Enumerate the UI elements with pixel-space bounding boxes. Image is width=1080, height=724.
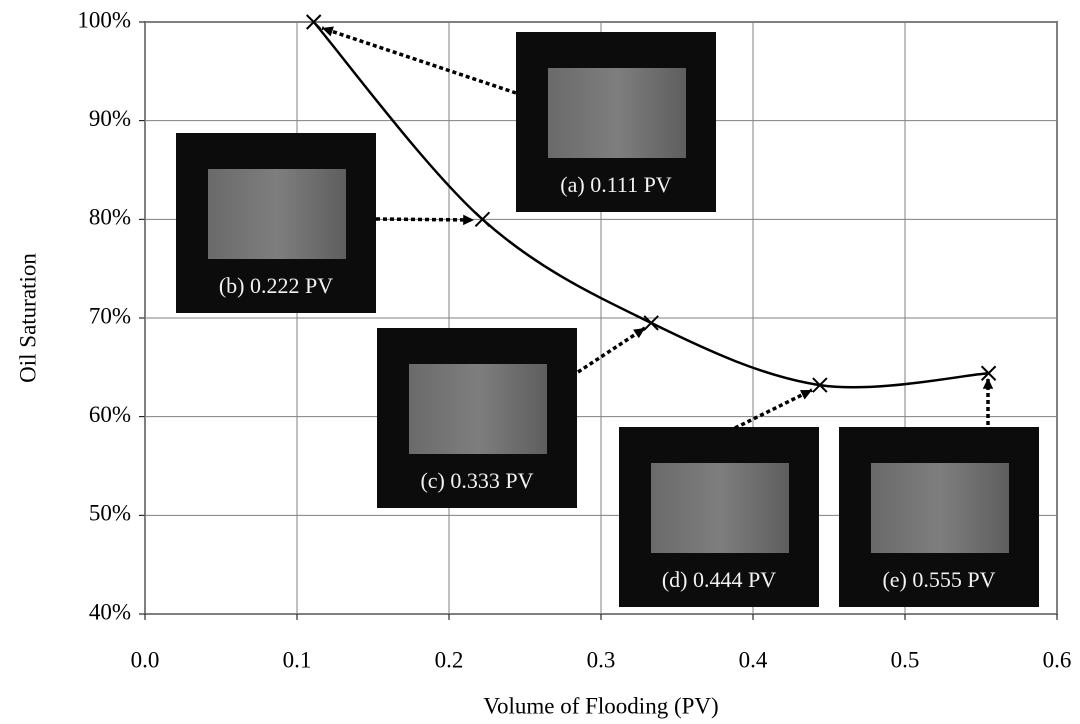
inset-image bbox=[208, 169, 346, 259]
x-tick-label: 0.0 bbox=[131, 647, 160, 672]
y-tick-label: 60% bbox=[89, 402, 131, 427]
arrow-line bbox=[375, 217, 475, 222]
arrow-head bbox=[322, 26, 334, 37]
inset-label: (c) 0.333 PV bbox=[420, 468, 533, 493]
arrow-head bbox=[633, 328, 645, 339]
point-marker bbox=[980, 365, 997, 381]
point-marker bbox=[474, 211, 491, 228]
inset-label: (a) 0.111 PV bbox=[560, 172, 672, 197]
arrow-head bbox=[800, 390, 812, 400]
x-tick-label: 0.6 bbox=[1043, 647, 1072, 672]
x-axis-title: Volume of Flooding (PV) bbox=[483, 693, 718, 718]
inset-image bbox=[651, 463, 789, 553]
y-tick-label: 40% bbox=[89, 599, 131, 624]
inset-label: (e) 0.555 PV bbox=[882, 567, 995, 592]
point-marker bbox=[643, 315, 659, 331]
arrow-line bbox=[577, 326, 646, 374]
y-axis-title: Oil Saturation bbox=[15, 253, 40, 383]
point-marker bbox=[306, 14, 322, 30]
inset-image bbox=[871, 463, 1009, 553]
arrow-line bbox=[734, 388, 813, 430]
series-line bbox=[312, 21, 989, 389]
x-tick-label: 0.2 bbox=[435, 647, 464, 672]
x-tick-label: 0.1 bbox=[283, 647, 312, 672]
arrow-head bbox=[982, 378, 994, 389]
inset-label: (b) 0.222 PV bbox=[219, 273, 333, 298]
inset-image bbox=[548, 68, 686, 158]
y-tick-label: 80% bbox=[89, 205, 131, 230]
x-tick-label: 0.3 bbox=[587, 647, 616, 672]
y-tick-label: 70% bbox=[89, 303, 131, 328]
x-tick-label: 0.5 bbox=[891, 647, 920, 672]
arrow-line bbox=[321, 26, 517, 95]
y-tick-label: 100% bbox=[77, 7, 131, 32]
arrow-head bbox=[463, 214, 474, 226]
inset-image bbox=[409, 364, 547, 454]
y-tick-label: 90% bbox=[89, 106, 131, 131]
inset-label: (d) 0.444 PV bbox=[662, 567, 776, 592]
x-tick-label: 0.4 bbox=[739, 647, 768, 672]
point-marker bbox=[812, 377, 828, 393]
y-tick-label: 50% bbox=[89, 501, 131, 526]
